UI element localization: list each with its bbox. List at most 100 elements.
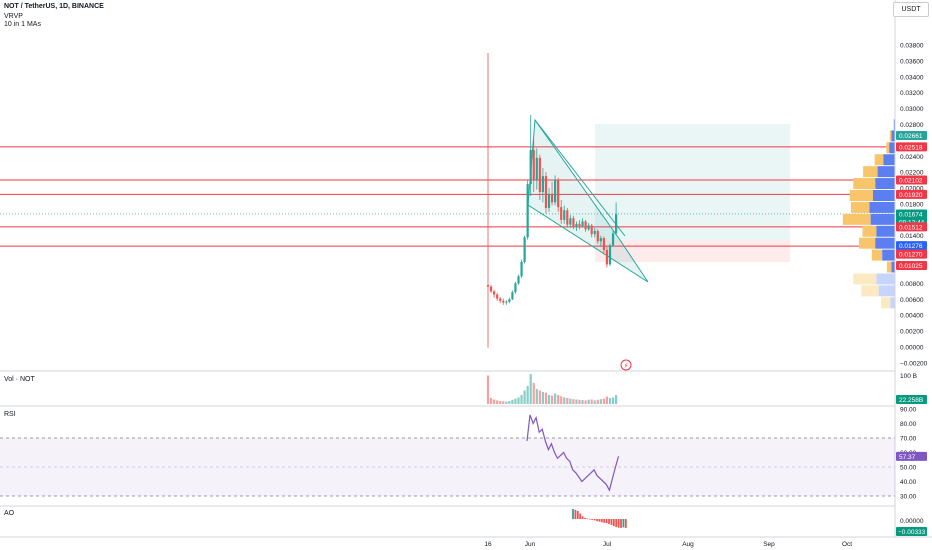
candle-body[interactable] (557, 180, 560, 208)
candle-body[interactable] (538, 157, 541, 193)
volume-bar (602, 398, 605, 404)
candle-body[interactable] (593, 230, 596, 235)
candle-body[interactable] (532, 149, 535, 181)
candle-body[interactable] (486, 285, 490, 287)
candle-body[interactable] (523, 237, 526, 262)
candle-body[interactable] (575, 223, 578, 227)
volume-profile-down-bar (890, 297, 895, 309)
candle-body[interactable] (508, 299, 511, 302)
candle-body[interactable] (544, 176, 548, 208)
candle-body[interactable] (526, 184, 529, 238)
price-tag (896, 241, 927, 251)
volume-profile-down-bar (877, 166, 895, 178)
ao-bar (624, 519, 627, 528)
replay-icon[interactable]: ⚡ (620, 359, 632, 371)
candle-body[interactable] (608, 245, 612, 265)
ao-pane-label[interactable]: AO (4, 510, 15, 517)
volume-bar (505, 401, 508, 404)
rsi-line[interactable] (526, 414, 620, 492)
price-tag (896, 142, 927, 152)
candle-body[interactable] (569, 218, 572, 225)
price-tag-label: 0.01025 (899, 263, 923, 270)
candle-body[interactable] (517, 276, 520, 284)
candle-body[interactable] (563, 210, 566, 220)
volume-bar (557, 395, 560, 404)
ao-bar (603, 519, 606, 523)
candle-body[interactable] (547, 194, 551, 208)
candle-body[interactable] (566, 210, 569, 225)
volume-profile-down-bar (876, 273, 895, 285)
candle-body[interactable] (615, 214, 618, 234)
ao-bar (574, 509, 577, 519)
symbol-title[interactable]: NOT / TetherUS, 1D, BINANCE (4, 3, 104, 10)
volume-bar (584, 400, 587, 404)
price-tag (896, 261, 927, 271)
volume-bar (538, 390, 541, 404)
volume-bar (544, 392, 548, 404)
candle-body[interactable] (587, 225, 590, 230)
ao-bar (622, 519, 625, 528)
candle-body[interactable] (584, 221, 587, 230)
candle-body[interactable] (596, 230, 599, 242)
rsi-pane-label[interactable]: RSI (4, 411, 16, 418)
candle-body[interactable] (511, 292, 514, 300)
candle-body[interactable] (605, 250, 609, 265)
volume-bar (566, 398, 569, 404)
candle-body[interactable] (572, 218, 575, 227)
candle-body[interactable] (599, 238, 602, 242)
candle-body[interactable] (602, 238, 605, 251)
volume-bar (596, 399, 599, 404)
candle-body[interactable] (611, 233, 615, 246)
candle-body[interactable] (505, 301, 508, 303)
candle-body[interactable] (529, 149, 532, 185)
currency-button[interactable]: USDT (893, 2, 929, 17)
volume-bar (532, 383, 535, 404)
candle-body[interactable] (554, 180, 557, 203)
candle-body[interactable] (550, 194, 554, 203)
time-axis: 16 Jun Jul Aug Sep Oct (484, 541, 852, 548)
volume-bar (529, 374, 532, 404)
mas-indicator-label[interactable]: 10 in 1 MAs (4, 21, 41, 28)
price-axis-tick: −0.00200 (900, 360, 928, 367)
volume-profile-up-bar (850, 201, 870, 213)
candle-body[interactable] (560, 207, 563, 220)
candle-body[interactable] (514, 283, 517, 293)
volume-profile-down-bar (889, 142, 895, 154)
ao-bar (584, 517, 586, 519)
volume-profile-down-bar (893, 119, 895, 131)
candle-body[interactable] (489, 286, 493, 292)
candle-body[interactable] (493, 291, 496, 295)
volume-bar (535, 389, 538, 404)
volume-bar (590, 399, 593, 404)
candle-body[interactable] (581, 221, 584, 227)
ao-bar (605, 519, 608, 524)
candle-body[interactable] (499, 298, 502, 301)
price-axis-tick: 0.01400 (900, 233, 924, 240)
ao-bar (588, 519, 591, 520)
candle-body[interactable] (520, 261, 523, 277)
candle-body[interactable] (541, 176, 544, 193)
position-profit-zone[interactable] (595, 124, 790, 240)
candle-body[interactable] (502, 300, 505, 303)
volume-profile-up-bar (853, 178, 876, 190)
price-axis-tick: 0.00400 (900, 313, 924, 320)
volume-bar (578, 399, 581, 404)
volume-profile-up-bar (886, 142, 890, 154)
candle-body[interactable] (535, 157, 538, 181)
volume-pane-label[interactable]: Vol · NOT (4, 376, 35, 383)
price-tag-label: 0.01270 (899, 252, 923, 259)
candle-body[interactable] (578, 223, 581, 227)
volume-profile-up-bar (871, 249, 883, 261)
price-tag-label: 0.01276 (899, 243, 923, 250)
volume-profile-down-bar (875, 237, 895, 249)
volume-bar (496, 400, 499, 404)
price-tag (896, 131, 927, 141)
vrvp-indicator-label[interactable]: VRVP (4, 13, 23, 20)
volume-profile-down-bar (882, 249, 895, 261)
volume-bar (493, 399, 496, 404)
volume-profile-down-bar (883, 154, 895, 166)
position-loss-zone[interactable] (595, 240, 790, 262)
candle-body[interactable] (590, 225, 593, 235)
candle-body[interactable] (496, 294, 499, 299)
